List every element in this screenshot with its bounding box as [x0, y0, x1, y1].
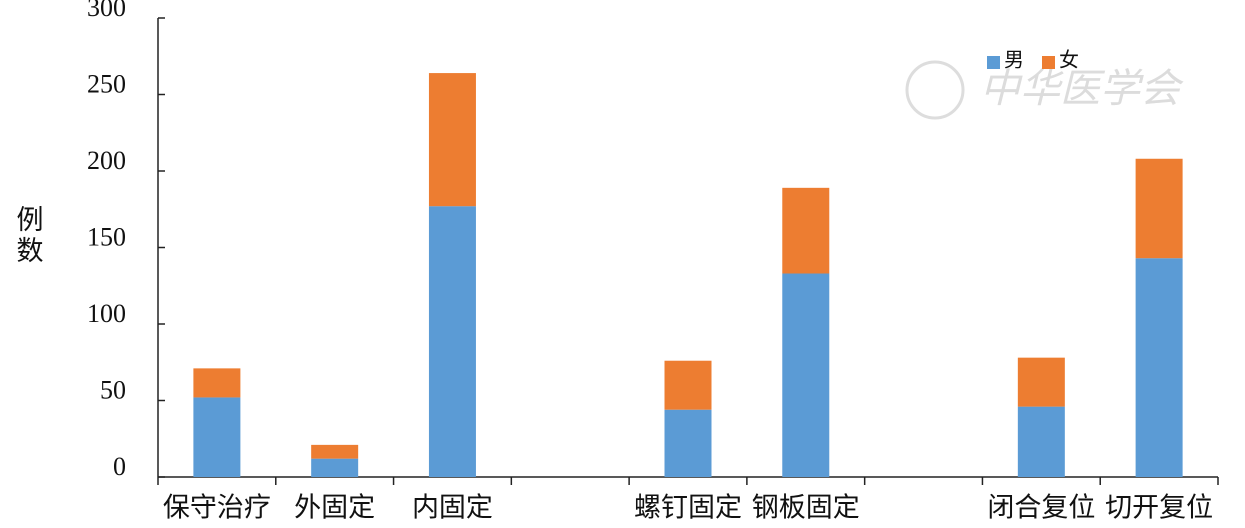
x-tick-label: 外固定 [294, 493, 375, 524]
x-tick-label: 切开复位 [1105, 493, 1213, 524]
y-tick-label: 200 [87, 146, 126, 175]
y-tick-label: 0 [113, 452, 126, 481]
bar-segment [311, 458, 359, 477]
watermark: 中华医学会 [980, 66, 1184, 112]
bar-segment [782, 187, 830, 274]
bar-segment [1135, 258, 1183, 477]
bar-segment [428, 73, 476, 207]
y-tick-label: 250 [87, 69, 126, 98]
watermark-logo [905, 60, 965, 120]
legend-label: 男 [1004, 48, 1024, 72]
y-tick-label: 100 [87, 299, 126, 328]
bar-segment [1017, 406, 1065, 477]
bar-segment [1017, 357, 1065, 407]
y-tick-label: 300 [87, 0, 126, 22]
bar-segment [193, 368, 241, 398]
y-axis-label: 例数 [12, 205, 44, 267]
bar-segment [428, 206, 476, 477]
bar-segment [1135, 158, 1183, 259]
y-tick-label: 50 [100, 375, 126, 404]
bar-segment [664, 360, 712, 410]
bar-segment [311, 444, 359, 459]
legend-label: 女 [1059, 48, 1079, 72]
bar-segment [193, 397, 241, 477]
x-tick-label: 保守治疗 [163, 493, 271, 524]
legend-swatch [987, 56, 1000, 69]
x-tick-label: 闭合复位 [987, 493, 1095, 524]
x-tick-label: 内固定 [412, 493, 493, 524]
bar-segment [664, 409, 712, 477]
bar-segment [782, 273, 830, 477]
x-tick-label: 钢板固定 [752, 493, 860, 524]
y-tick-label: 150 [87, 222, 126, 251]
x-tick-label: 螺钉固定 [634, 493, 742, 524]
legend-swatch [1042, 56, 1055, 69]
